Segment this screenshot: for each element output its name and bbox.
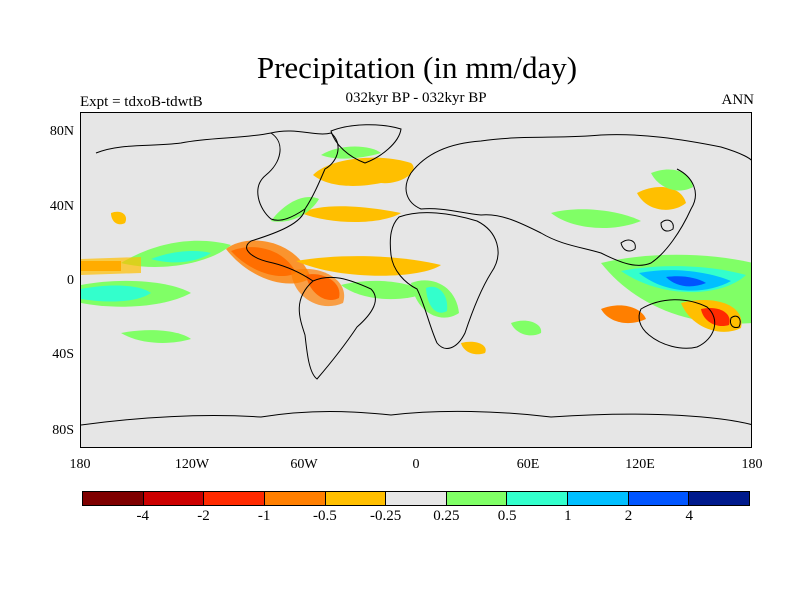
lon-label: 120E [625,457,655,472]
anomaly-orange [81,257,141,275]
anomaly-fields [81,146,751,355]
colorbar-segment [689,492,750,505]
anomaly-teal [151,251,211,263]
lon-label: 0 [412,457,420,472]
colorbar-label: -2 [197,508,210,524]
map-panel [80,112,752,448]
lon-label: 180 [69,457,91,472]
colorbar-segment [446,492,508,505]
colorbar-label: -0.25 [370,508,402,524]
colorbar [82,491,750,506]
anomaly-green [551,209,641,228]
anomaly-red [701,307,730,327]
lon-label: 180 [741,457,763,472]
anomaly-orange [461,341,486,355]
colorbar-label: 1 [564,508,572,524]
coastlines [81,124,751,426]
lat-label: 0 [67,273,74,288]
colorbar-segment [143,492,205,505]
colorbar-label: 0.5 [497,508,517,524]
experiment-label: Expt = tdxoB-tdwtB [80,94,203,110]
anomaly-green [511,320,542,336]
anomaly-orange [637,187,686,210]
colorbar-label: -0.5 [313,508,337,524]
colorbar-segment [386,492,447,505]
season-label: ANN [721,92,755,108]
colorbar-segment [325,492,387,505]
anomaly-green [121,330,191,343]
anomaly-orange [313,157,414,186]
colorbar-segment [628,492,690,505]
colorbar-label: 0.25 [433,508,460,524]
colorbar-label: 4 [685,508,694,524]
anomaly-orange [296,256,441,276]
anomaly-green [271,197,319,222]
lat-label: 80N [49,124,74,139]
anomaly-orange [291,268,345,307]
colorbar-label: -4 [136,508,149,524]
anomaly-teal [426,286,448,313]
lon-label: 120W [174,457,210,472]
precipitation-map [81,124,751,426]
colorbar-segment [568,492,629,505]
lon-label: 60W [290,457,318,472]
anomaly-green [651,169,693,191]
colorbar-segment [204,492,265,505]
lat-label: 40S [52,347,74,362]
anomaly-teal [81,285,151,302]
colorbar-label: -1 [257,508,271,524]
plot-title: Precipitation (in mm/day) [256,50,578,85]
anomaly-orange [111,211,127,225]
colorbar-label: 2 [624,508,633,524]
anomaly-green [321,146,381,159]
lon-label: 60E [516,457,540,472]
plot-subtitle: 032kyr BP - 032kyr BP [345,90,487,106]
colorbar-segment [264,492,326,505]
colorbar-segment [507,492,569,505]
anomaly-orange [601,305,646,324]
lat-label: 80S [52,423,74,438]
colorbar-segment [83,492,144,505]
anomaly-blue [666,276,706,287]
anomaly-orange [301,206,401,222]
lat-label: 40N [49,199,74,214]
